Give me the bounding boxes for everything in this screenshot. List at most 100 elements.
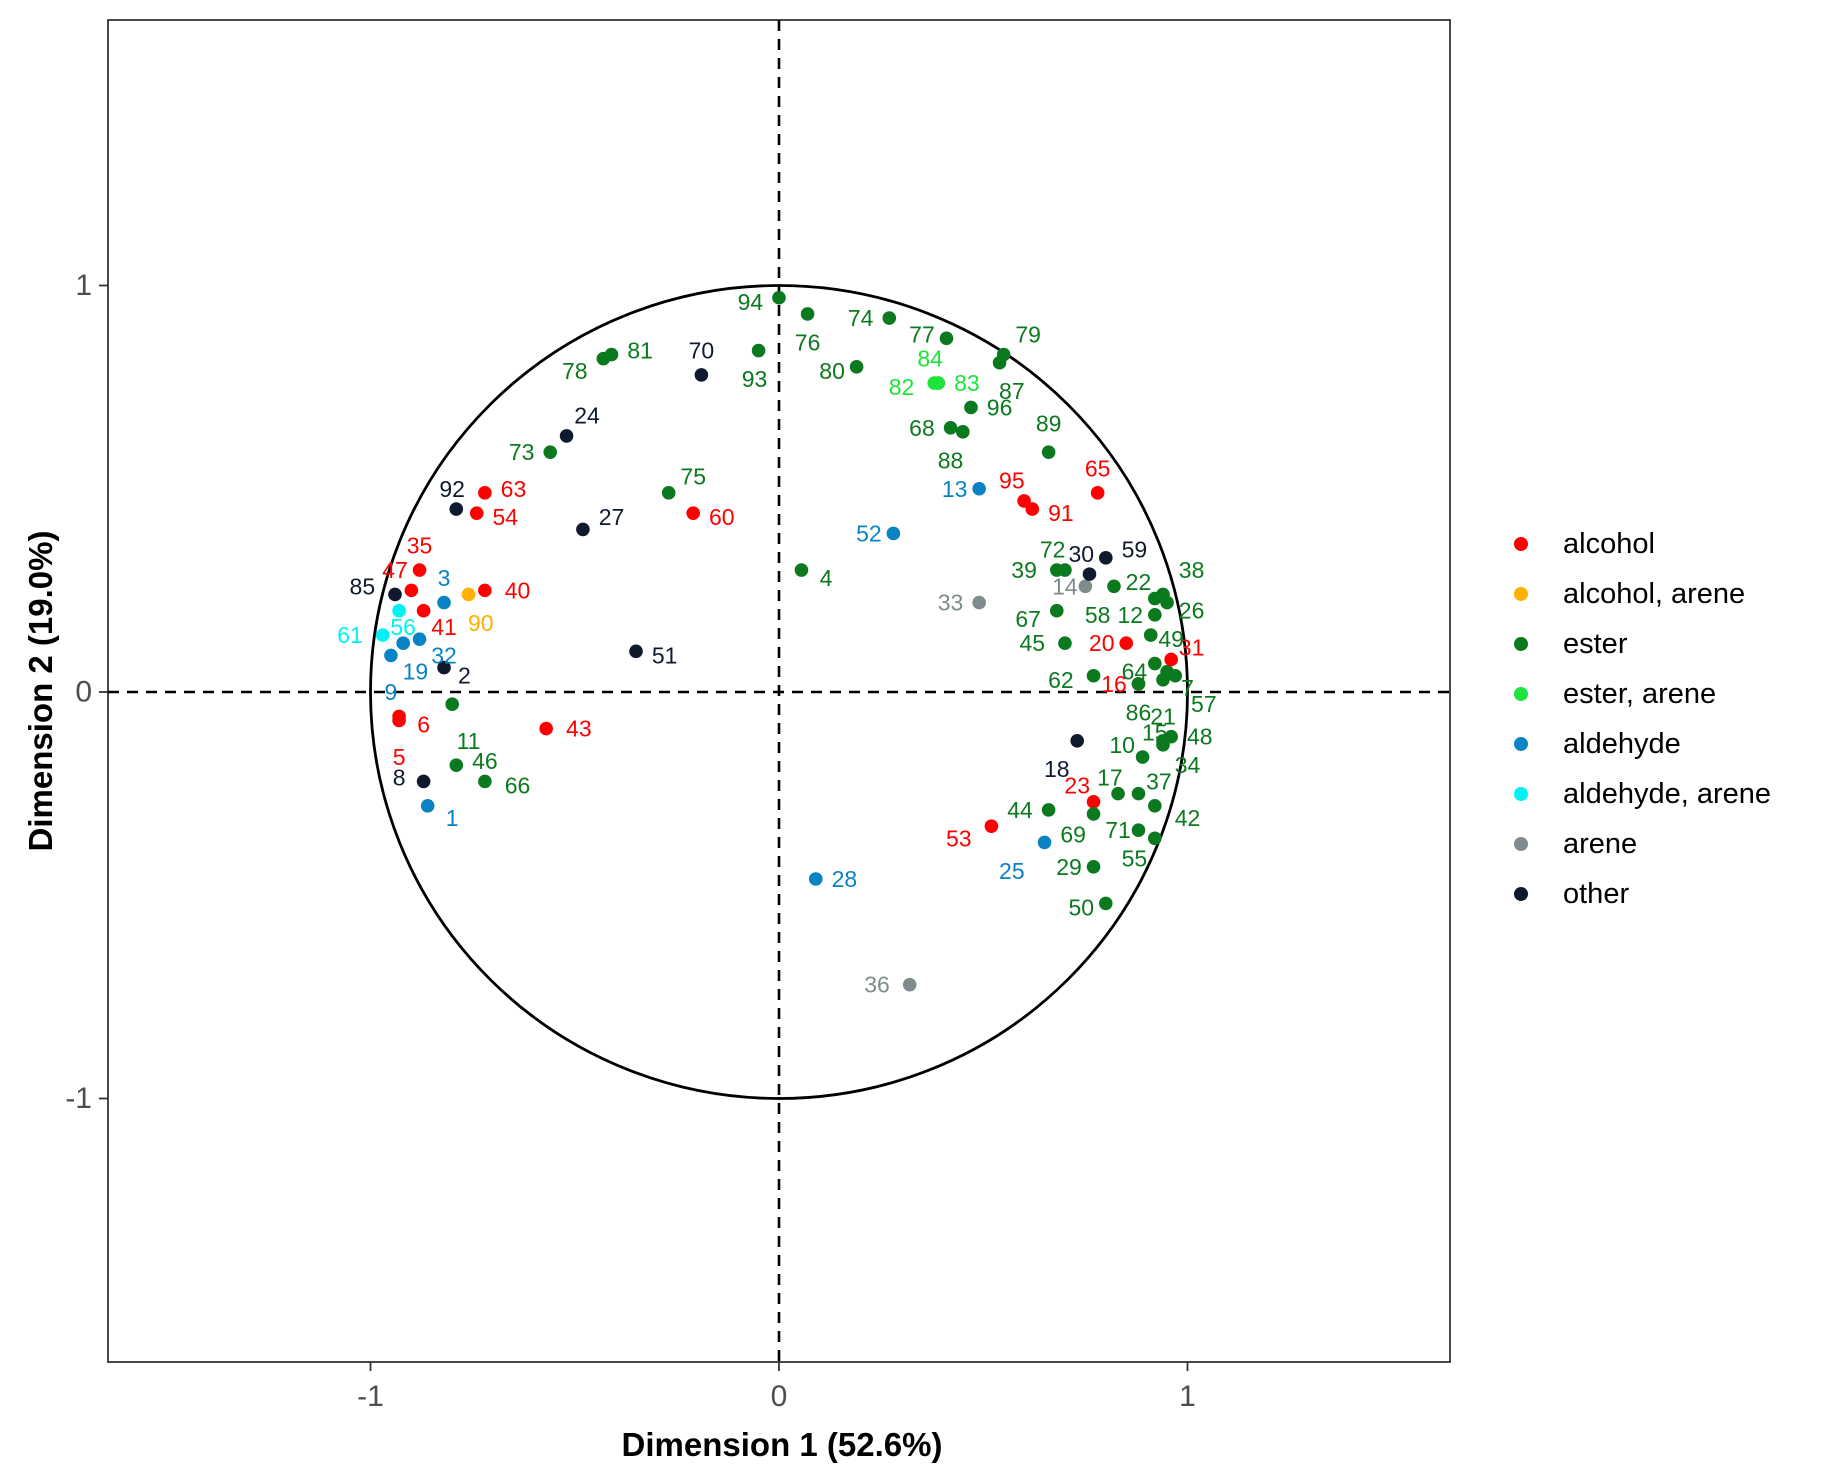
point-55 <box>1148 831 1162 846</box>
point-60 <box>686 506 701 520</box>
point-label-89: 89 <box>1036 411 1062 437</box>
legend-label: alcohol <box>1563 528 1655 560</box>
point-24 <box>559 429 574 443</box>
point-10 <box>1135 750 1150 764</box>
point-1 <box>420 799 435 813</box>
axes: -1 0 1 -1 0 1 Dimension 1 (52.6%) Dimension 2 (… <box>22 269 1196 1463</box>
point-14 <box>1078 579 1093 594</box>
point-label-39: 39 <box>1011 557 1037 583</box>
point-label-4: 4 <box>820 565 833 591</box>
point-19 <box>396 636 410 651</box>
point-label-27: 27 <box>599 504 625 530</box>
point-40 <box>478 583 492 598</box>
legend-key-1 <box>1514 587 1528 601</box>
point-84 <box>931 376 946 390</box>
y-tick-label: -1 <box>65 1082 92 1115</box>
point-label-1: 1 <box>446 805 459 831</box>
point-label-50: 50 <box>1068 894 1094 920</box>
point-36 <box>902 977 917 992</box>
legend-key-7 <box>1514 887 1528 901</box>
point-52 <box>886 526 901 541</box>
point-41 <box>416 603 431 618</box>
point-label-86: 86 <box>1126 699 1152 725</box>
legend-key-6 <box>1514 837 1528 851</box>
point-label-3: 3 <box>438 565 451 591</box>
legend-key-0 <box>1514 537 1528 551</box>
point-93 <box>751 343 766 358</box>
point-label-5: 5 <box>393 744 406 770</box>
point-label-7: 7 <box>1181 675 1194 701</box>
point-label-60: 60 <box>709 504 735 530</box>
legend-key-4 <box>1514 737 1528 751</box>
legend-key-5 <box>1514 787 1528 801</box>
y-tick-label: 1 <box>75 269 92 302</box>
legend-label: aldehyde, arene <box>1563 778 1771 810</box>
point-28 <box>808 872 823 886</box>
point-label-33: 33 <box>938 590 964 616</box>
point-label-67: 67 <box>1015 606 1041 632</box>
point-label-31: 31 <box>1179 634 1205 660</box>
legend-label: other <box>1563 878 1629 910</box>
point-56 <box>392 603 406 618</box>
point-label-77: 77 <box>909 321 935 347</box>
plot-marks: 123 4567891011121314151617181920212223242… <box>337 289 1216 998</box>
point-30 <box>1082 567 1097 581</box>
point-81 <box>604 347 619 362</box>
point-25 <box>1037 835 1052 850</box>
point-88 <box>956 425 970 439</box>
point-label-55: 55 <box>1122 846 1148 872</box>
point-label-13: 13 <box>942 476 968 502</box>
point-label-8: 8 <box>393 764 406 790</box>
point-label-9: 9 <box>385 679 398 705</box>
point-label-22: 22 <box>1126 569 1152 595</box>
point-21 <box>1156 673 1170 687</box>
point-label-23: 23 <box>1064 772 1090 798</box>
point-label-93: 93 <box>742 366 768 392</box>
point-label-20: 20 <box>1089 630 1115 656</box>
point-label-80: 80 <box>819 358 845 384</box>
point-68 <box>943 420 958 435</box>
legend-key-2 <box>1514 637 1528 651</box>
point-18 <box>1070 733 1085 748</box>
point-45 <box>1058 636 1072 651</box>
point-50 <box>1099 896 1113 911</box>
point-label-96: 96 <box>987 394 1013 420</box>
point-8 <box>416 774 431 789</box>
point-86 <box>1131 677 1146 691</box>
y-axis-title: Dimension 2 (19.0%) <box>22 531 59 852</box>
point-44 <box>1041 803 1056 817</box>
point-65 <box>1090 486 1105 500</box>
point-51 <box>629 644 643 659</box>
legend-key-3 <box>1514 687 1528 701</box>
point-label-58: 58 <box>1085 602 1111 628</box>
point-67 <box>1049 603 1064 618</box>
point-74 <box>882 311 897 325</box>
point-label-28: 28 <box>832 866 858 892</box>
point-label-48: 48 <box>1187 724 1213 750</box>
point-label-19: 19 <box>403 659 429 685</box>
point-label-11: 11 <box>457 728 481 754</box>
point-20 <box>1119 636 1134 651</box>
point-94 <box>772 290 786 305</box>
point-label-30: 30 <box>1068 541 1094 567</box>
point-61 <box>375 628 390 642</box>
point-label-16: 16 <box>1101 671 1127 697</box>
point-46 <box>449 758 464 772</box>
point-label-65: 65 <box>1085 455 1111 481</box>
point-label-91: 91 <box>1048 500 1074 526</box>
point-label-6: 6 <box>417 712 430 738</box>
point-73 <box>543 445 558 459</box>
point-label-83: 83 <box>954 370 980 396</box>
point-label-2: 2 <box>458 663 471 689</box>
point-58 <box>1107 579 1121 594</box>
point-label-76: 76 <box>795 329 821 355</box>
point-label-70: 70 <box>689 338 715 364</box>
point-85 <box>388 587 402 602</box>
legend-label: aldehyde <box>1563 728 1681 760</box>
point-label-56: 56 <box>390 614 416 640</box>
point-label-54: 54 <box>493 504 519 530</box>
point-label-40: 40 <box>505 577 531 603</box>
point-35 <box>412 563 427 577</box>
point-label-42: 42 <box>1175 805 1201 831</box>
